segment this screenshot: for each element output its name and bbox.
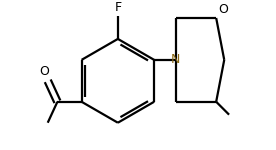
Text: O: O <box>39 65 49 78</box>
Text: N: N <box>171 53 181 66</box>
Text: F: F <box>114 1 121 14</box>
Text: O: O <box>219 3 229 16</box>
